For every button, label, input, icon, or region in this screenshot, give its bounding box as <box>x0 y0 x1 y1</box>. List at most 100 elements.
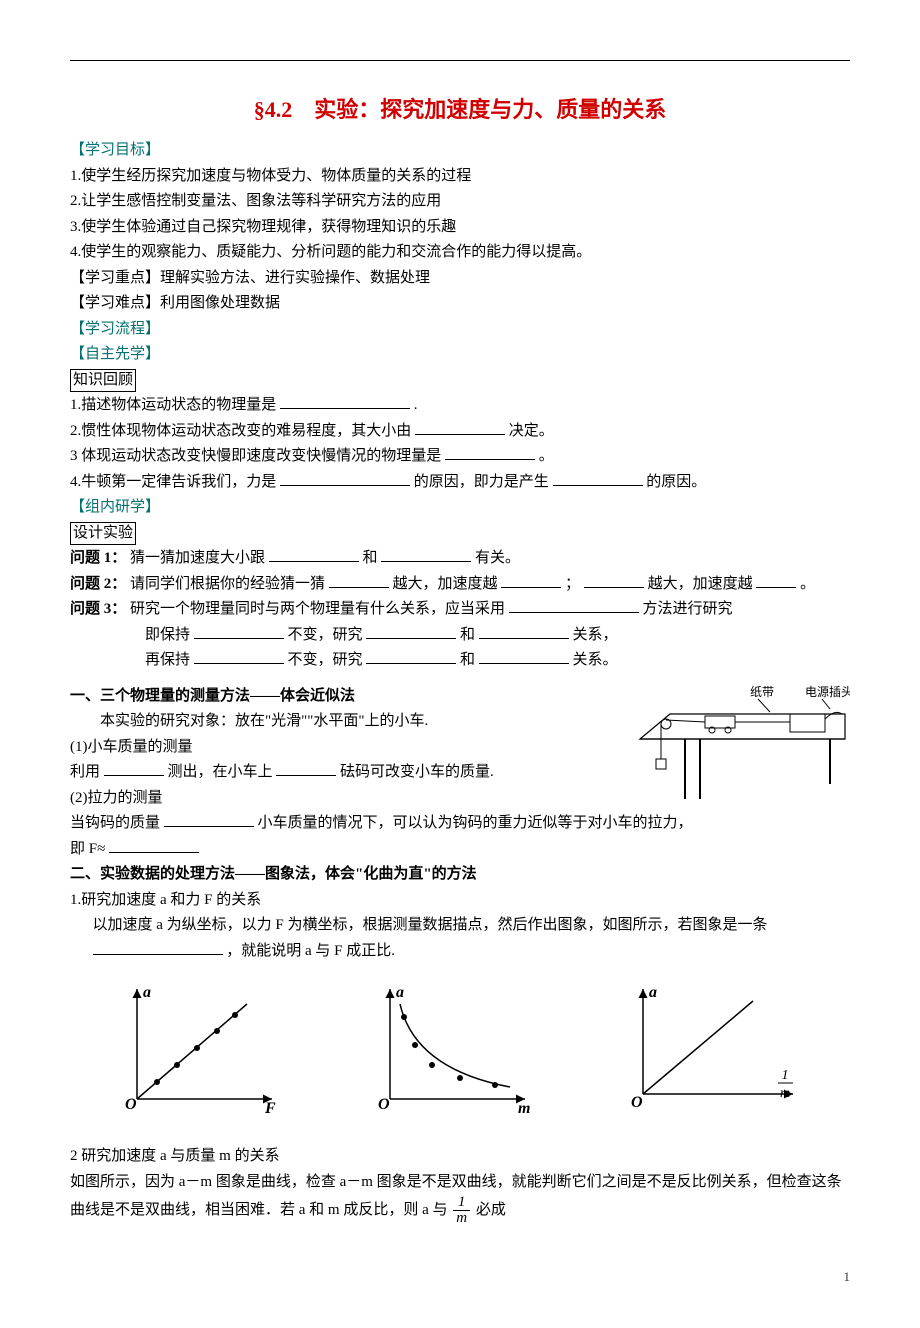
blank <box>194 623 284 639</box>
review-q1-end: . <box>414 397 418 413</box>
keep2-c: 和 <box>460 652 475 668</box>
q2c: ； <box>565 576 580 592</box>
heading-group: 【组内研学】 <box>70 495 850 521</box>
keep-a: 即保持 <box>145 627 190 643</box>
blank <box>509 597 639 613</box>
q2e: 。 <box>800 576 815 592</box>
svg-text:a: a <box>649 984 657 1001</box>
chart-a-vs-m: O a m <box>360 979 540 1119</box>
svg-text:a: a <box>396 984 404 1001</box>
sec2-p2-title: 2 研究加速度 a 与质量 m 的关系 <box>70 1144 850 1170</box>
review-q4c: 的原因。 <box>646 474 706 490</box>
blank <box>366 648 456 664</box>
sec1-m2c: 即 F≈ <box>70 841 105 857</box>
blank <box>381 546 471 562</box>
difficulty-text: 利用图像处理数据 <box>160 295 280 311</box>
heading-review: 知识回顾 <box>70 369 136 392</box>
blank <box>93 939 223 955</box>
blank <box>501 572 561 588</box>
heading-flow: 【学习流程】 <box>70 317 850 343</box>
sec1-m1a: 利用 <box>70 764 100 780</box>
keep2-a: 再保持 <box>145 652 190 668</box>
blank <box>276 760 336 776</box>
apparatus-diagram: 纸带 电源插头 <box>630 684 850 814</box>
blank <box>104 760 164 776</box>
review-q4b: 的原因，即力是产生 <box>414 474 549 490</box>
review-q1: 1.描述物体运动状态的物理量是 <box>70 397 276 413</box>
sec1-m1c: 砝码可改变小车的质量. <box>340 764 494 780</box>
heading-focus: 【学习重点】 <box>70 270 160 286</box>
heading-difficulty: 【学习难点】 <box>70 295 160 311</box>
blank <box>109 837 199 853</box>
chart-a-vs-f: O a F <box>107 979 287 1119</box>
svg-text:a: a <box>143 984 151 1001</box>
q1a: 猜一猜加速度大小跟 <box>130 550 265 566</box>
page-title: §4.2 实验：探究加速度与力、质量的关系 <box>70 91 850 128</box>
svg-text:O: O <box>378 1096 390 1113</box>
fraction-1-over-m: 1m <box>453 1195 470 1226</box>
charts-row: O a F O a m O a 1 m <box>70 979 850 1119</box>
review-q2a: 2.惯性体现物体运动状态改变的难易程度，其大小由 <box>70 423 411 439</box>
focus-text: 理解实验方法、进行实验操作、数据处理 <box>160 270 430 286</box>
keep-b: 不变，研究 <box>288 627 363 643</box>
blank <box>164 811 254 827</box>
sec2-p1b: ，就能说明 a 与 F 成正比. <box>226 943 395 959</box>
blank <box>269 546 359 562</box>
blank <box>553 470 643 486</box>
svg-text:m: m <box>780 1086 790 1101</box>
section-1: 纸带 电源插头 <box>70 684 850 863</box>
svg-text:1: 1 <box>782 1068 789 1083</box>
tape-label: 纸带 <box>750 685 774 699</box>
page-number: 1 <box>70 1266 850 1288</box>
q1b: 和 <box>363 550 378 566</box>
q1-label: 问题 1： <box>70 550 126 566</box>
heading-objectives: 【学习目标】 <box>70 142 160 158</box>
blank <box>280 393 410 409</box>
chart-a-vs-1overm: O a 1 m <box>613 979 813 1119</box>
blank <box>366 623 456 639</box>
blank <box>584 572 644 588</box>
blank <box>194 648 284 664</box>
blank <box>329 572 389 588</box>
q2d: 越大，加速度越 <box>648 576 753 592</box>
svg-text:m: m <box>518 1100 530 1117</box>
sec1-m1b: 测出，在小车上 <box>168 764 273 780</box>
objective-2: 2.让学生感悟控制变量法、图象法等科学研究方法的应用 <box>70 189 850 215</box>
keep2-b: 不变，研究 <box>288 652 363 668</box>
keep2-d: 关系。 <box>573 652 618 668</box>
sec2-p1a: 以加速度 a 为纵坐标，以力 F 为横坐标，根据测量数据描点，然后作出图象，如图… <box>93 917 768 933</box>
plug-label: 电源插头 <box>805 685 850 699</box>
blank <box>756 572 796 588</box>
q2b: 越大，加速度越 <box>393 576 498 592</box>
blank <box>479 648 569 664</box>
svg-text:O: O <box>125 1096 137 1113</box>
svg-text:F: F <box>264 1100 276 1117</box>
blank <box>280 470 410 486</box>
sec2-p2b: 必成 <box>476 1202 506 1218</box>
heading-self: 【自主先学】 <box>70 342 850 368</box>
blank <box>415 419 505 435</box>
sec2-p1-title: 1.研究加速度 a 和力 F 的关系 <box>70 888 850 914</box>
keep-c: 和 <box>460 627 475 643</box>
review-q4a: 4.牛顿第一定律告诉我们，力是 <box>70 474 276 490</box>
sec1-m2b: 小车质量的情况下，可以认为钩码的重力近似等于对小车的拉力， <box>258 815 693 831</box>
svg-text:O: O <box>631 1094 643 1111</box>
objective-3: 3.使学生体验通过自己探究物理规律，获得物理知识的乐趣 <box>70 215 850 241</box>
top-rule <box>70 60 850 61</box>
q3b: 方法进行研究 <box>643 601 733 617</box>
q2-label: 问题 2： <box>70 576 126 592</box>
q3a: 研究一个物理量同时与两个物理量有什么关系，应当采用 <box>130 601 505 617</box>
sec2-title: 二、实验数据的处理方法——图象法，体会"化曲为直"的方法 <box>70 862 850 888</box>
review-q3b: 。 <box>539 448 554 464</box>
blank <box>445 444 535 460</box>
sec1-m2a: 当钩码的质量 <box>70 815 160 831</box>
objective-4: 4.使学生的观察能力、质疑能力、分析问题的能力和交流合作的能力得以提高。 <box>70 240 850 266</box>
q3-label: 问题 3： <box>70 601 126 617</box>
review-q3a: 3 体现运动状态改变快慢即速度改变快慢情况的物理量是 <box>70 448 441 464</box>
objective-1: 1.使学生经历探究加速度与物体受力、物体质量的关系的过程 <box>70 164 850 190</box>
keep-d: 关系， <box>573 627 618 643</box>
review-q2b: 决定。 <box>509 423 554 439</box>
blank <box>479 623 569 639</box>
q2a: 请同学们根据你的经验猜一猜 <box>130 576 325 592</box>
heading-design: 设计实验 <box>70 522 136 545</box>
